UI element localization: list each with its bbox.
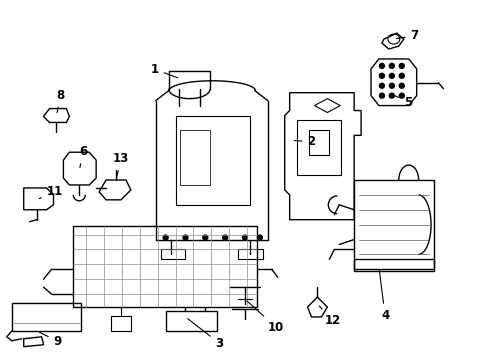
Bar [296, 121, 341, 175]
Bar [165, 311, 217, 331]
Text: 2: 2 [294, 135, 315, 148]
Circle shape [163, 235, 168, 240]
Circle shape [399, 83, 404, 88]
Bar [309, 130, 328, 155]
Bar [180, 130, 210, 185]
Circle shape [257, 235, 262, 240]
Bar [12, 303, 81, 331]
Text: 9: 9 [39, 332, 61, 348]
Circle shape [222, 235, 227, 240]
Bar [175, 116, 249, 205]
Text: 10: 10 [246, 301, 284, 334]
Circle shape [399, 63, 404, 68]
Bar [353, 260, 433, 271]
Bar [238, 249, 263, 260]
Text: 1: 1 [150, 63, 178, 78]
Text: 11: 11 [39, 185, 62, 199]
Bar [161, 249, 185, 260]
Bar [111, 316, 131, 331]
Text: 12: 12 [319, 306, 340, 327]
Circle shape [388, 63, 393, 68]
Circle shape [203, 235, 207, 240]
Circle shape [379, 93, 384, 98]
Text: 6: 6 [79, 145, 87, 167]
Circle shape [183, 235, 187, 240]
Text: 5: 5 [390, 94, 411, 109]
Bar [73, 226, 256, 307]
Text: 7: 7 [396, 29, 418, 42]
Circle shape [388, 93, 393, 98]
Text: 3: 3 [187, 319, 223, 350]
Circle shape [388, 83, 393, 88]
Text: 13: 13 [113, 152, 129, 177]
Circle shape [379, 83, 384, 88]
Circle shape [379, 73, 384, 78]
Text: 4: 4 [379, 270, 388, 322]
Circle shape [388, 73, 393, 78]
Circle shape [242, 235, 247, 240]
Circle shape [399, 73, 404, 78]
Circle shape [379, 63, 384, 68]
Circle shape [399, 93, 404, 98]
Text: 8: 8 [56, 89, 64, 113]
